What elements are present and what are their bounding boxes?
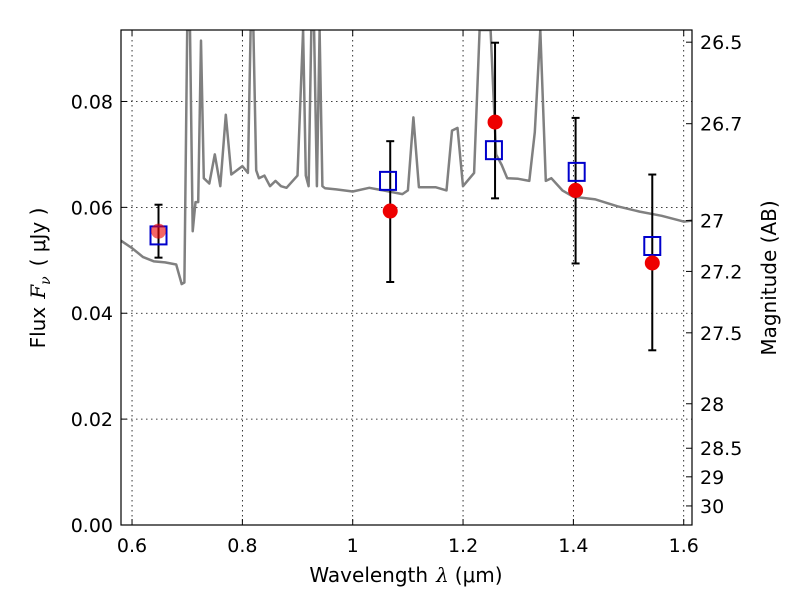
y2-axis-label: Magnitude (AB) xyxy=(757,200,781,355)
y-axis-label: FluxFν( μJy ) xyxy=(26,208,54,349)
y2-tick-label: 27.2 xyxy=(700,261,742,283)
observed-point xyxy=(151,223,167,239)
synthetic-square xyxy=(567,161,586,182)
x-tick-label: 1.2 xyxy=(448,535,478,557)
spectrum-layer xyxy=(121,30,692,286)
spectrum-line xyxy=(121,30,692,286)
grid xyxy=(121,30,692,526)
x-tick-label: 0.8 xyxy=(227,535,257,557)
tick-layer: 0.6 0.8 1 1.2 1.4 1.6 0.00 0.02 0.04 0.06 0.08 26.5… xyxy=(71,30,742,557)
x-tick-label: 1.4 xyxy=(558,535,588,557)
y2-tick-label: 26.5 xyxy=(700,32,742,54)
synthetic-square xyxy=(643,236,662,256)
synthetic-square xyxy=(484,140,503,161)
y-tick-label: 0.04 xyxy=(71,303,113,325)
plot-frame xyxy=(120,29,693,526)
x-axis-label: Wavelength λ (μm) xyxy=(309,563,502,587)
y-tick-label: 0.00 xyxy=(71,515,113,537)
observed-point xyxy=(487,114,503,130)
y-tick-label: 0.06 xyxy=(71,197,113,219)
y2-tick-label: 30 xyxy=(700,496,724,518)
y2-tick-label: 28.5 xyxy=(700,438,742,460)
y2-tick-label: 27.5 xyxy=(700,323,742,345)
y-tick-label: 0.08 xyxy=(71,91,113,113)
x-tick-label: 1 xyxy=(347,535,359,557)
y2-tick-label: 27 xyxy=(700,211,724,233)
synthetic-square xyxy=(379,170,398,191)
y2-tick-label: 26.7 xyxy=(700,114,742,136)
y2-tick-label: 29 xyxy=(700,467,724,489)
observed-point xyxy=(382,203,398,219)
x-tick-label: 1.6 xyxy=(669,535,699,557)
square-marker-layer xyxy=(149,140,662,256)
observed-point xyxy=(568,182,584,198)
y2-tick-label: 28 xyxy=(700,394,724,416)
circle-marker-layer xyxy=(151,114,660,271)
x-tick-label: 0.6 xyxy=(117,535,147,557)
y-tick-label: 0.02 xyxy=(71,409,113,431)
observed-point xyxy=(644,255,660,271)
